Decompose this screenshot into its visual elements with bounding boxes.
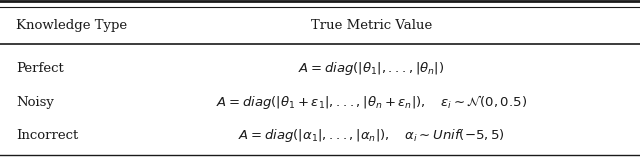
Text: $A = \mathit{diag}(|\theta_1 + \epsilon_1|,...,|\theta_n + \epsilon_n|), \quad \: $A = \mathit{diag}(|\theta_1 + \epsilon_… xyxy=(216,93,527,111)
Text: Incorrect: Incorrect xyxy=(16,129,78,141)
Text: Knowledge Type: Knowledge Type xyxy=(16,19,127,32)
Text: $A = \mathit{diag}(|\alpha_1|,...,|\alpha_n|), \quad \alpha_i \sim \mathit{Unif}: $A = \mathit{diag}(|\alpha_1|,...,|\alph… xyxy=(238,127,504,143)
Text: Noisy: Noisy xyxy=(16,96,54,108)
Text: Perfect: Perfect xyxy=(16,62,64,75)
Text: True Metric Value: True Metric Value xyxy=(310,19,432,32)
Text: $A = \mathit{diag}(|\theta_1|,...,|\theta_n|)$: $A = \mathit{diag}(|\theta_1|,...,|\thet… xyxy=(298,60,444,77)
